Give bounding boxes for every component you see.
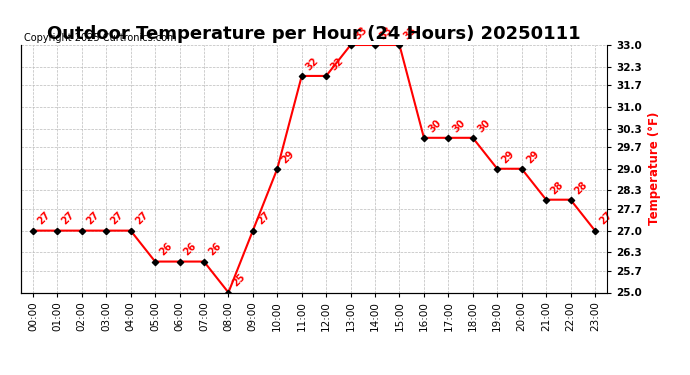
Point bbox=[28, 228, 39, 234]
Point bbox=[77, 228, 88, 234]
Point bbox=[321, 73, 332, 79]
Text: 27: 27 bbox=[598, 210, 614, 227]
Point bbox=[199, 259, 210, 265]
Point bbox=[516, 166, 527, 172]
Text: 33: 33 bbox=[353, 25, 370, 41]
Text: 29: 29 bbox=[524, 148, 541, 165]
Text: 33: 33 bbox=[402, 25, 419, 41]
Point bbox=[589, 228, 600, 234]
Text: 27: 27 bbox=[109, 210, 126, 227]
Point bbox=[370, 42, 381, 48]
Text: 30: 30 bbox=[475, 117, 492, 134]
Point bbox=[540, 196, 551, 202]
Text: 30: 30 bbox=[426, 117, 443, 134]
Point bbox=[418, 135, 429, 141]
Text: 28: 28 bbox=[549, 179, 565, 196]
Point bbox=[394, 42, 405, 48]
Y-axis label: Temperature (°F): Temperature (°F) bbox=[648, 112, 661, 225]
Point bbox=[174, 259, 185, 265]
Point bbox=[345, 42, 356, 48]
Text: Copyright 2025 Curtronics.com: Copyright 2025 Curtronics.com bbox=[23, 33, 176, 42]
Text: 32: 32 bbox=[304, 56, 321, 72]
Text: 26: 26 bbox=[182, 241, 199, 258]
Text: 27: 27 bbox=[133, 210, 150, 227]
Point bbox=[467, 135, 478, 141]
Point bbox=[223, 290, 234, 296]
Text: 27: 27 bbox=[255, 210, 272, 227]
Text: 26: 26 bbox=[157, 241, 174, 258]
Text: 27: 27 bbox=[35, 210, 52, 227]
Text: 27: 27 bbox=[84, 210, 101, 227]
Point bbox=[101, 228, 112, 234]
Point bbox=[272, 166, 283, 172]
Point bbox=[125, 228, 136, 234]
Point bbox=[150, 259, 161, 265]
Title: Outdoor Temperature per Hour (24 Hours) 20250111: Outdoor Temperature per Hour (24 Hours) … bbox=[47, 26, 581, 44]
Point bbox=[296, 73, 307, 79]
Text: 32: 32 bbox=[328, 56, 345, 72]
Text: 25: 25 bbox=[231, 272, 248, 289]
Text: 27: 27 bbox=[60, 210, 77, 227]
Text: 33: 33 bbox=[377, 25, 394, 41]
Text: 29: 29 bbox=[500, 148, 516, 165]
Point bbox=[492, 166, 503, 172]
Text: 29: 29 bbox=[279, 148, 296, 165]
Text: 28: 28 bbox=[573, 179, 590, 196]
Point bbox=[565, 196, 576, 202]
Text: 30: 30 bbox=[451, 117, 467, 134]
Point bbox=[443, 135, 454, 141]
Point bbox=[52, 228, 63, 234]
Text: 26: 26 bbox=[206, 241, 223, 258]
Point bbox=[247, 228, 258, 234]
